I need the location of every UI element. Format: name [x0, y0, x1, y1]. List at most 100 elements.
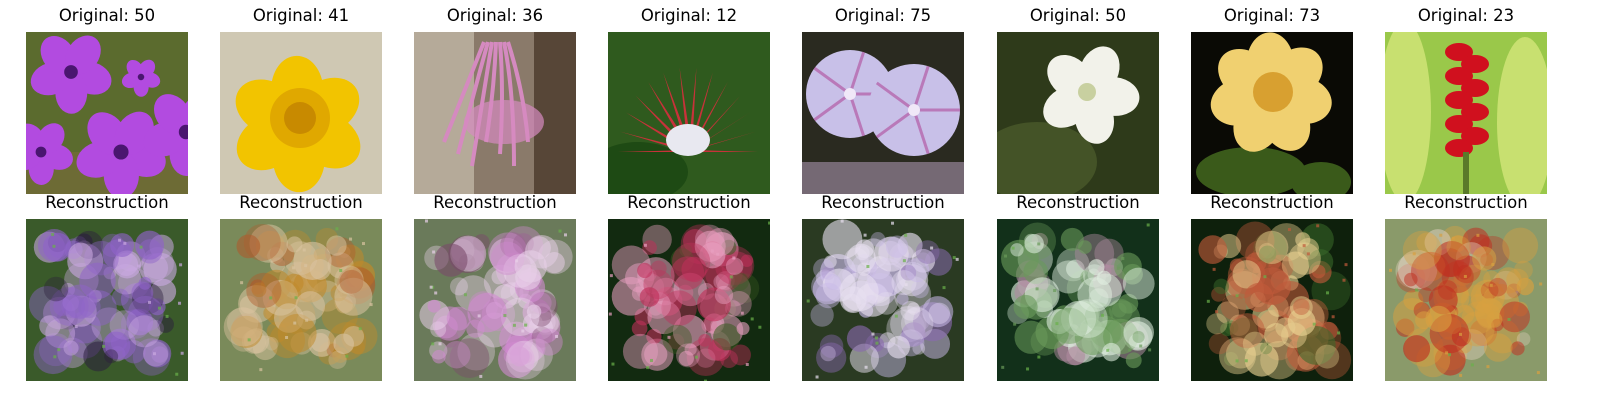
noise-speck: [1001, 365, 1005, 369]
noise-speck: [247, 338, 251, 342]
reconstruction-title: Reconstruction: [821, 193, 945, 212]
blur-blob: [1488, 277, 1508, 297]
blur-blob: [104, 349, 119, 364]
noise-speck: [875, 341, 879, 345]
noise-speck: [1287, 228, 1291, 232]
noise-speck: [1139, 344, 1143, 348]
blur-blob: [1281, 251, 1310, 279]
blur-blob: [1502, 227, 1539, 264]
original-image-svg: [997, 32, 1159, 194]
noise-speck: [358, 327, 362, 331]
reconstruction-title: Reconstruction: [1404, 193, 1528, 212]
blur-blob: [509, 346, 530, 367]
noise-speck: [102, 344, 106, 348]
blur-blob: [819, 334, 844, 358]
noise-speck: [259, 368, 263, 372]
blur-blob: [49, 287, 89, 326]
noise-speck: [815, 375, 819, 379]
noise-speck: [180, 351, 184, 355]
blur-blob: [326, 235, 347, 256]
blur-blob: [823, 255, 837, 269]
blur-blob: [286, 236, 303, 253]
noise-speck: [1146, 223, 1150, 227]
noise-speck: [1252, 315, 1256, 319]
blur-blob: [333, 333, 355, 355]
blur-blob: [505, 340, 545, 380]
noise-speck: [463, 293, 467, 297]
blur-blob: [662, 324, 692, 355]
original-image: [220, 32, 382, 194]
noise-speck: [438, 342, 442, 346]
noise-speck: [345, 354, 349, 358]
blur-blob: [820, 345, 836, 362]
blur-blob: [223, 307, 263, 347]
blur-blob: [1516, 277, 1535, 296]
blur-blob: [922, 296, 954, 328]
noise-speck: [1004, 254, 1008, 258]
original-title: Original: 73: [1223, 6, 1321, 25]
blur-blob: [110, 233, 135, 258]
noise-speck: [768, 221, 770, 225]
reconstruction-image-svg: [220, 219, 382, 381]
blur-blob: [419, 299, 450, 331]
petal: [36, 123, 65, 154]
leaf: [1385, 32, 1431, 194]
noise-speck: [608, 312, 612, 316]
noise-speck: [1388, 268, 1392, 272]
noise-speck: [863, 233, 867, 237]
blur-blob: [1293, 298, 1310, 316]
blur-blob: [1415, 311, 1433, 330]
noise-speck: [704, 379, 708, 381]
blur-blob: [678, 350, 694, 367]
reconstruction-title: Reconstruction: [1016, 193, 1140, 212]
blur-blob: [1213, 278, 1229, 295]
blur-blob: [695, 348, 716, 368]
bract: [1445, 67, 1473, 85]
noise-speck: [53, 355, 57, 359]
blur-blob: [1403, 335, 1431, 363]
noise-speck: [1026, 367, 1030, 371]
noise-speck: [1316, 224, 1320, 228]
blur-blob: [143, 252, 177, 287]
blur-blob: [84, 240, 119, 276]
blur-blob: [822, 219, 863, 260]
blur-blob: [1125, 352, 1142, 369]
noise-speck: [57, 348, 61, 352]
noise-speck: [1539, 282, 1543, 286]
blur-blob: [1457, 264, 1472, 280]
original-image-svg: [1191, 32, 1353, 194]
bract: [1461, 127, 1489, 145]
noise-speck: [609, 274, 613, 278]
blur-blob: [905, 258, 930, 283]
blur-blob: [672, 314, 707, 349]
reconstruction-image-svg: [1191, 219, 1353, 381]
blur-blob: [1211, 286, 1227, 302]
noise-speck: [123, 241, 127, 245]
noise-speck: [434, 291, 438, 295]
noise-speck: [302, 248, 306, 252]
noise-speck: [891, 221, 895, 225]
blur-blob: [295, 291, 326, 321]
blur-blob: [839, 286, 867, 313]
blur-blob: [1255, 230, 1289, 264]
blur-blob: [637, 262, 653, 279]
blur-blob: [1102, 342, 1121, 362]
noise-speck: [524, 323, 528, 327]
blur-blob: [1483, 333, 1513, 362]
bract: [1461, 79, 1489, 97]
blur-blob: [644, 342, 668, 366]
blur-blob: [132, 282, 164, 315]
bract: [1445, 43, 1473, 61]
reconstruction-title: Reconstruction: [1210, 193, 1334, 212]
blur-blob: [714, 285, 734, 305]
blur-blob: [1296, 325, 1336, 365]
blur-blob: [432, 349, 446, 364]
noise-speck: [429, 285, 433, 289]
blur-blob: [622, 333, 659, 369]
blur-blob: [1123, 316, 1155, 348]
blur-blob: [1223, 351, 1239, 367]
petal: [1078, 46, 1120, 96]
noise-speck: [1100, 313, 1104, 317]
blur-blob: [1242, 331, 1268, 356]
noise-speck: [840, 219, 844, 223]
